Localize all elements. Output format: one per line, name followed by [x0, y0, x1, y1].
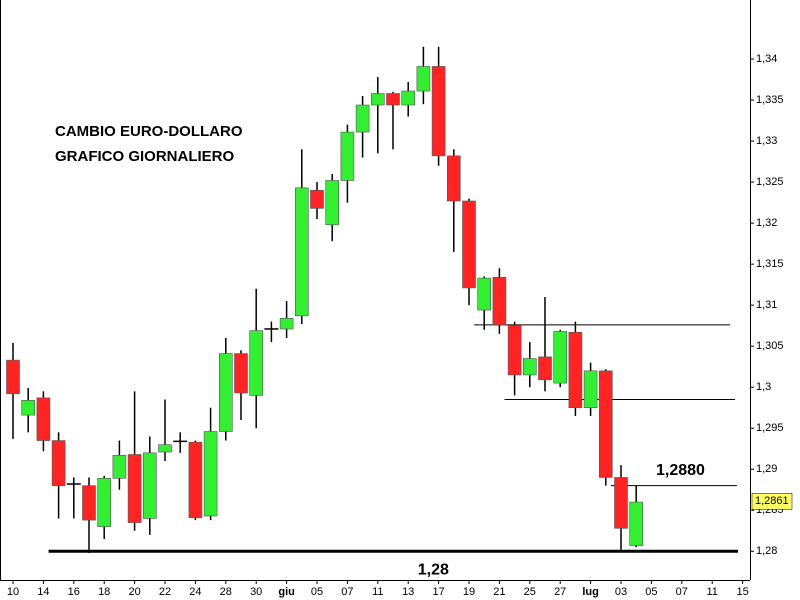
- x-tick-label: 10: [7, 586, 19, 598]
- candle-body: [6, 359, 20, 395]
- x-tick-label: 03: [615, 586, 627, 598]
- y-tick-label: 1,315: [756, 258, 784, 270]
- candle-body: [568, 331, 583, 409]
- candle-body: [310, 190, 324, 209]
- candle-body: [416, 66, 431, 92]
- y-tick-label: 1,32: [756, 217, 777, 229]
- y-tick-label: 1,28: [756, 545, 777, 557]
- x-tick-label: 22: [159, 586, 171, 598]
- y-tick-label: 1,3: [756, 381, 771, 393]
- y-tick-label: 1,33: [756, 135, 777, 147]
- x-tick-label: 21: [493, 586, 505, 598]
- x-tick-label: 19: [463, 586, 475, 598]
- candle-body: [614, 477, 628, 529]
- candle-body: [538, 356, 552, 381]
- x-tick-label: 17: [432, 586, 444, 598]
- candle-body: [203, 431, 218, 517]
- x-tick-label: giu: [278, 586, 295, 598]
- candle-body: [325, 180, 340, 226]
- candle-body: [21, 400, 36, 416]
- x-tick-label: 13: [402, 586, 414, 598]
- candle-body: [279, 318, 294, 330]
- candle-body: [553, 331, 568, 384]
- candle-body: [629, 501, 644, 546]
- last-price-label: 1,2861: [755, 495, 789, 507]
- x-tick-label: 24: [189, 586, 201, 598]
- y-tick-label: 1,34: [756, 53, 777, 65]
- candle-body: [492, 276, 507, 326]
- candle-body: [188, 441, 203, 518]
- candle-body: [82, 485, 96, 521]
- candle-body: [340, 131, 355, 181]
- x-tick-label: 16: [68, 586, 80, 598]
- x-tick-label: 20: [128, 586, 140, 598]
- candle-body: [462, 200, 476, 289]
- candle-body: [36, 397, 51, 441]
- candle-body: [522, 358, 537, 376]
- y-tick-label: 1,325: [756, 176, 784, 188]
- x-tick-label: 11: [706, 586, 717, 598]
- x-tick-label: 28: [220, 586, 232, 598]
- level-label: 1,2880: [656, 462, 705, 479]
- title-line: CAMBIO EURO-DOLLARO: [55, 123, 243, 140]
- x-tick-label: lug: [582, 586, 599, 598]
- x-tick-label: 05: [645, 586, 657, 598]
- candle-body: [431, 66, 446, 157]
- x-tick-label: 25: [524, 586, 536, 598]
- y-tick-label: 1,295: [756, 422, 784, 434]
- x-tick-label: 14: [37, 586, 49, 598]
- y-tick-label: 1,31: [756, 299, 777, 311]
- candle-body: [112, 455, 127, 479]
- candle-body: [583, 370, 598, 409]
- x-tick-label: 30: [250, 586, 262, 598]
- x-tick-label: 27: [554, 586, 566, 598]
- candle-body: [477, 277, 492, 311]
- candle-body: [355, 104, 370, 133]
- y-tick-label: 1,335: [756, 94, 784, 106]
- candle-body: [386, 93, 400, 106]
- x-tick-label: 15: [736, 586, 748, 598]
- candle-body: [51, 440, 66, 486]
- last-price-box: [751, 492, 793, 510]
- candle-body: [446, 155, 461, 202]
- x-tick-label: 07: [676, 586, 688, 598]
- y-tick-label: 1,29: [756, 463, 777, 475]
- candle-body: [507, 325, 522, 376]
- candle-body: [127, 454, 142, 523]
- candle-body: [234, 353, 248, 394]
- candle-body: [598, 370, 613, 478]
- x-tick-label: 07: [341, 586, 353, 598]
- y-tick-label: 1,305: [756, 340, 784, 352]
- candle-body: [219, 353, 233, 432]
- candle-body: [401, 90, 416, 106]
- x-tick-label: 11: [372, 586, 383, 598]
- candle-body: [370, 93, 385, 106]
- candle-body: [158, 444, 172, 453]
- x-tick-label: 05: [311, 586, 323, 598]
- candle-body: [143, 452, 157, 519]
- title-line: GRAFICO GIORNALIERO: [55, 148, 234, 165]
- x-tick-label: 18: [98, 586, 110, 598]
- level-label: 1,28: [418, 562, 449, 579]
- candle-body: [249, 330, 263, 396]
- candle-body: [97, 477, 111, 527]
- candle-body: [294, 187, 309, 317]
